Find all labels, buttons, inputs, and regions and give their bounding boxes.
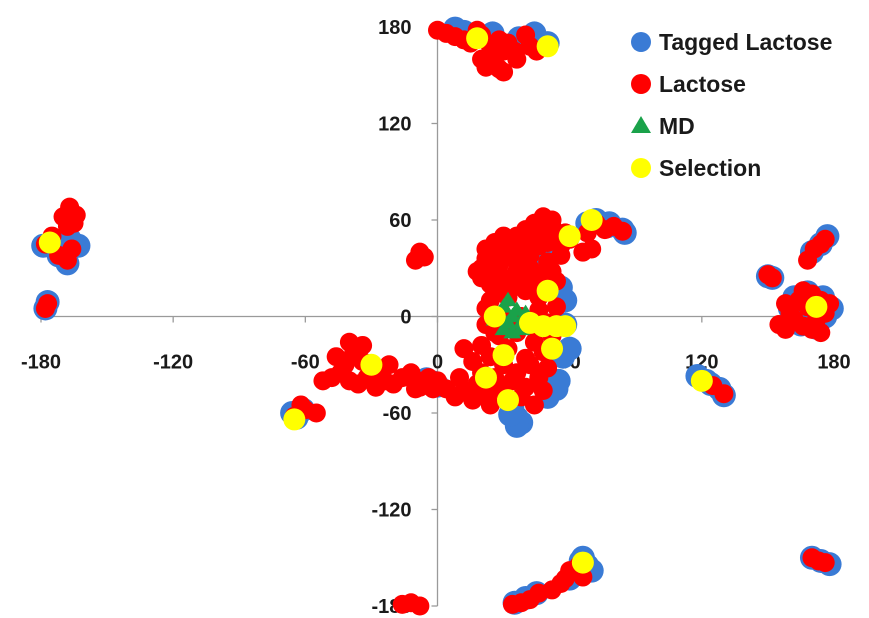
data-point [476,57,496,77]
data-point [541,337,564,360]
data-point [571,551,594,574]
data-point [793,281,813,301]
data-point [466,27,489,50]
data-point [555,569,575,589]
legend-marker [631,116,651,133]
data-point [283,408,306,431]
data-point [714,384,734,404]
data-point [410,596,430,616]
y-tick-label: 0 [400,307,411,329]
legend-marker [631,158,651,178]
data-point [498,314,517,329]
data-point [542,210,562,230]
x-tick-label: -180 [21,352,61,374]
data-point [573,242,593,262]
data-point [360,353,383,376]
data-point [690,369,713,392]
x-tick-label: 180 [817,352,850,374]
data-point [38,231,61,254]
data-point [516,348,536,368]
legend-marker [631,32,651,52]
data-point [492,344,515,367]
x-tick-label: -60 [291,352,320,374]
legend-marker [631,74,651,94]
data-point [57,216,77,236]
legend-entry: Lactose [631,71,746,97]
data-point [536,279,559,302]
data-point [480,395,500,415]
y-tick-label: 180 [378,17,411,39]
data-point [516,377,536,397]
data-point [463,352,483,372]
data-point [496,389,519,412]
y-tick-label: 120 [378,114,411,136]
legend-label: Lactose [659,71,746,97]
axes [40,26,835,607]
data-point [805,295,828,318]
data-point [811,323,831,343]
data-point [392,594,412,614]
data-point [502,594,522,614]
data-point [401,363,421,383]
data-point [494,62,514,82]
legend: Tagged Lactose Lactose MD Selection [631,29,832,181]
legend-label: Selection [659,155,761,181]
data-point [524,395,544,415]
x-tick-label: -120 [153,352,193,374]
legend-label: Tagged Lactose [659,29,832,55]
y-tick-label: 60 [389,210,411,232]
data-point [558,225,581,248]
legend-label: MD [659,113,695,139]
data-point [379,355,399,375]
legend-entry: MD [631,113,695,139]
data-point [414,247,434,267]
legend-entry: Tagged Lactose [631,29,832,55]
y-tick-label: -60 [383,403,412,425]
data-point [546,297,566,317]
tick-labels: -180-120-60060120180180120600-60-120-180 [21,17,851,618]
data-point [533,380,553,400]
y-tick-label: -120 [371,500,411,522]
legend-entry: Selection [631,155,761,181]
data-point [507,49,527,69]
data-point [758,265,778,285]
data-point [467,261,487,281]
data-point [554,315,577,338]
data-point [538,358,558,378]
series-selection [38,27,828,574]
data-point [353,335,373,355]
series-layer [31,16,844,616]
data-point [62,239,82,259]
data-point [474,366,497,389]
data-point [38,294,58,314]
data-point [536,35,559,58]
data-point [498,291,517,307]
data-point [580,209,603,231]
data-point [306,403,326,423]
data-point [815,229,835,249]
data-point [483,305,506,328]
x-tick-label: 0 [432,352,443,374]
data-point [815,553,835,573]
data-point [494,226,514,246]
data-point [613,221,633,241]
data-point [557,336,582,361]
